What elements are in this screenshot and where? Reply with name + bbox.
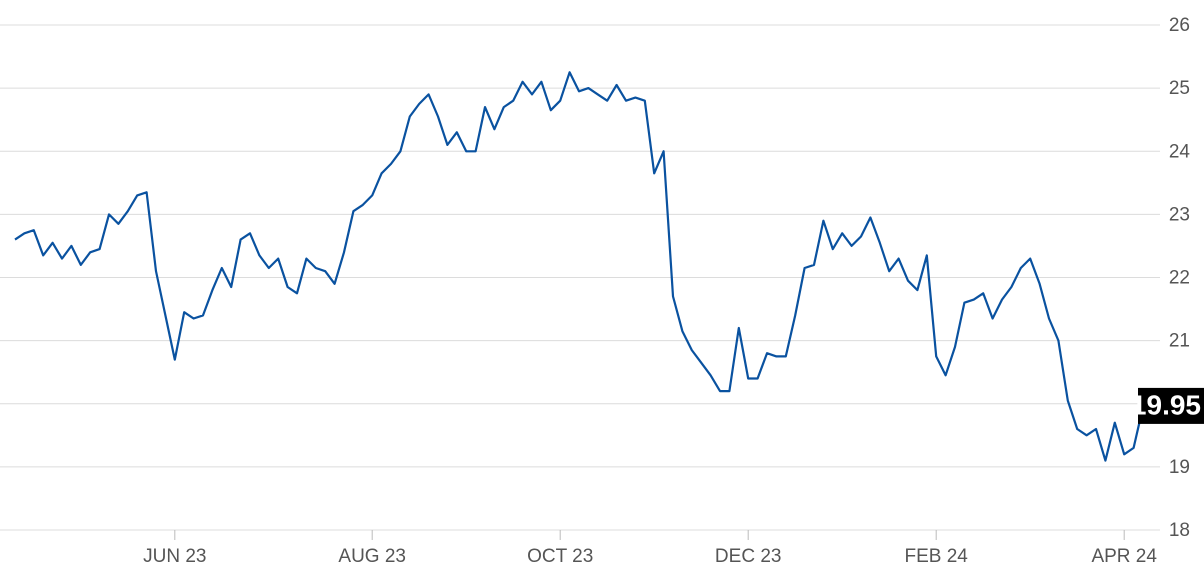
y-tick-label: 25 (1169, 78, 1190, 99)
y-tick-label: 21 (1169, 331, 1190, 352)
y-tick-label: 23 (1169, 204, 1190, 225)
x-tick-label: DEC 23 (715, 546, 782, 567)
last-value-box (1138, 387, 1204, 424)
y-tick-label: 18 (1169, 520, 1190, 541)
last-value-label: 19.95 (1131, 389, 1201, 420)
y-tick-label: 22 (1169, 268, 1190, 289)
x-tick-label: APR 24 (1091, 546, 1157, 567)
price-line (14, 71, 1145, 462)
y-tick-label: 19 (1169, 457, 1190, 478)
x-tick-label: FEB 24 (905, 546, 969, 567)
y-tick-label: 26 (1169, 15, 1190, 36)
x-tick-label: JUN 23 (143, 546, 206, 567)
y-tick-label: 24 (1169, 141, 1191, 162)
x-tick-label: AUG 23 (338, 546, 406, 567)
x-tick-label: OCT 23 (527, 546, 593, 567)
